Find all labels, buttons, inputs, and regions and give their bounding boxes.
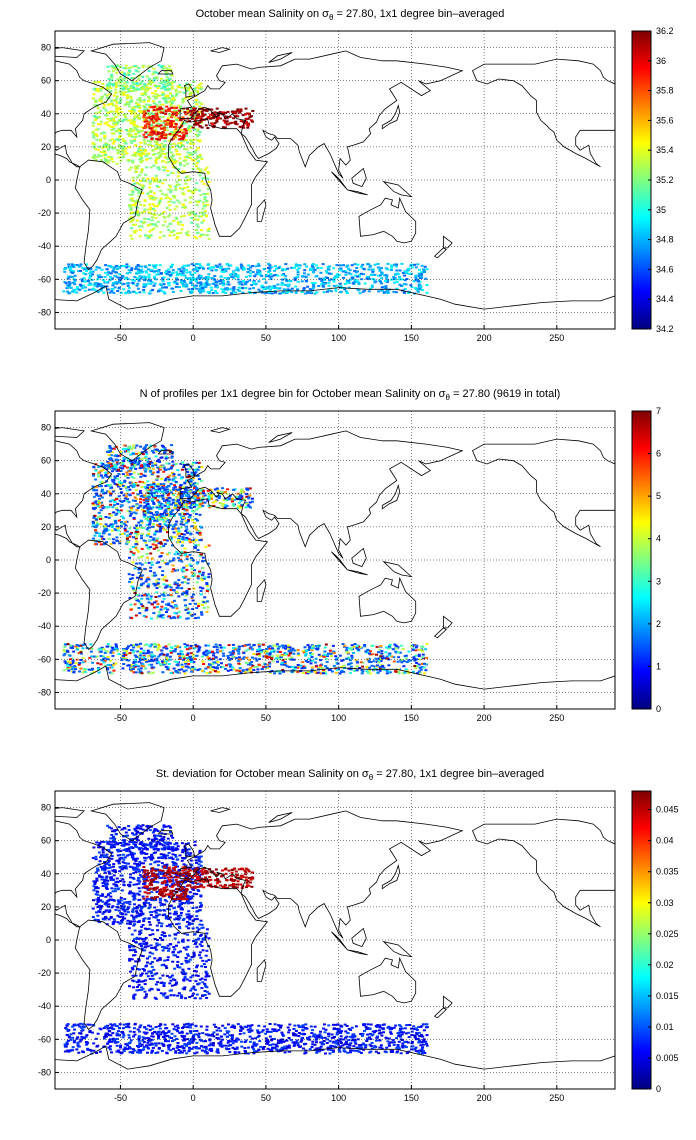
- bin-cells: [63, 824, 429, 1055]
- colorbar-tick-label: 0.02: [656, 960, 674, 970]
- colorbar-tick-label: 35.4: [656, 145, 674, 155]
- colorbar-tick-label: 35.8: [656, 86, 674, 96]
- lat-tick-label: 0: [46, 555, 51, 565]
- lat-tick-label: -80: [38, 687, 51, 697]
- lat-tick-label: 80: [41, 803, 51, 813]
- grid-lines: [55, 791, 615, 1089]
- colorbar-tick-label: 0.045: [656, 805, 679, 815]
- colorbar-tick-label: 6: [656, 449, 661, 459]
- lat-tick-label: 60: [41, 836, 51, 846]
- lon-tick-label: 50: [261, 713, 271, 723]
- colorbar-tick-label: 5: [656, 491, 661, 501]
- lat-tick-label: -40: [38, 241, 51, 251]
- lat-tick-label: 20: [41, 902, 51, 912]
- lon-tick-label: 100: [331, 1093, 346, 1103]
- lon-tick-label: 50: [261, 1093, 271, 1103]
- colorbar-tick-label: 35: [656, 205, 666, 215]
- bin-cells: [62, 64, 429, 295]
- lat-tick-label: 0: [46, 175, 51, 185]
- colorbar-tick-label: 34.2: [656, 324, 674, 334]
- lon-tick-label: 150: [404, 333, 419, 343]
- map-figure: St. deviation for October mean Salinity …: [38, 768, 679, 1103]
- lon-tick-label: 100: [331, 333, 346, 343]
- colorbar-tick-label: 36: [656, 56, 666, 66]
- colorbar-tick-label: 4: [656, 534, 661, 544]
- lat-tick-label: 20: [41, 142, 51, 152]
- lat-tick-label: 20: [41, 522, 51, 532]
- lat-tick-label: 0: [46, 935, 51, 945]
- colorbar-tick-label: 36.2: [656, 26, 674, 36]
- colorbar-tick-label: 34.8: [656, 235, 674, 245]
- lat-tick-label: 60: [41, 76, 51, 86]
- colorbar-tick-label: 0: [656, 704, 661, 714]
- lon-tick-label: 100: [331, 713, 346, 723]
- grid-lines: [55, 31, 615, 329]
- colorbar-tick-label: 3: [656, 576, 661, 586]
- lon-tick-label: 250: [549, 713, 564, 723]
- lat-tick-label: -20: [38, 208, 51, 218]
- panel-title: St. deviation for October mean Salinity …: [156, 768, 544, 782]
- bin-cells: [62, 444, 429, 675]
- colorbar-tick-label: 35.6: [656, 115, 674, 125]
- colorbar-tick-label: 0.03: [656, 898, 674, 908]
- lat-tick-label: 80: [41, 43, 51, 53]
- lon-tick-label: 250: [549, 333, 564, 343]
- colorbar-tick-label: 0: [656, 1084, 661, 1094]
- lat-tick-label: -80: [38, 1067, 51, 1077]
- lon-tick-label: 250: [549, 1093, 564, 1103]
- coastlines: [55, 802, 615, 1089]
- panel-title: N of profiles per 1x1 degree bin for Oct…: [140, 388, 561, 402]
- colorbar-tick-label: 34.4: [656, 294, 674, 304]
- lat-tick-label: -20: [38, 588, 51, 598]
- lon-tick-label: 150: [404, 713, 419, 723]
- profile-count-panel: N of profiles per 1x1 degree bin for Oct…: [0, 380, 696, 760]
- colorbar-tick-label: 0.01: [656, 1022, 674, 1032]
- coastlines: [55, 42, 615, 329]
- colorbar-tick-label: 35.2: [656, 175, 674, 185]
- lon-tick-label: 0: [191, 1093, 196, 1103]
- lon-tick-label: -50: [114, 713, 127, 723]
- lon-tick-label: 0: [191, 713, 196, 723]
- colorbar-tick-label: 7: [656, 406, 661, 416]
- salinity-panel: October mean Salinity on σθ = 27.80, 1x1…: [0, 0, 696, 380]
- lat-tick-label: 40: [41, 489, 51, 499]
- panel-title: October mean Salinity on σθ = 27.80, 1x1…: [196, 8, 505, 22]
- map-figure: N of profiles per 1x1 degree bin for Oct…: [38, 388, 661, 723]
- lat-tick-label: -60: [38, 274, 51, 284]
- lon-tick-label: -50: [114, 333, 127, 343]
- lat-tick-label: 40: [41, 109, 51, 119]
- lat-tick-label: 60: [41, 456, 51, 466]
- colorbar-tick-label: 2: [656, 619, 661, 629]
- lon-tick-label: 200: [477, 333, 492, 343]
- lat-tick-label: -80: [38, 307, 51, 317]
- lat-tick-label: -40: [38, 1001, 51, 1011]
- colorbar-tick-label: 0.005: [656, 1053, 679, 1063]
- lon-tick-label: 150: [404, 1093, 419, 1103]
- lat-tick-label: -20: [38, 968, 51, 978]
- lat-tick-label: -60: [38, 1034, 51, 1044]
- lon-tick-label: 50: [261, 333, 271, 343]
- colorbar-tick-label: 0.025: [656, 929, 679, 939]
- colorbar-tick-label: 1: [656, 661, 661, 671]
- lat-tick-label: -60: [38, 654, 51, 664]
- lat-tick-label: -40: [38, 621, 51, 631]
- colorbar-tick-label: 34.6: [656, 264, 674, 274]
- lon-tick-label: 0: [191, 333, 196, 343]
- colorbar-tick-label: 0.015: [656, 991, 679, 1001]
- lon-tick-label: 200: [477, 1093, 492, 1103]
- std-deviation-panel: St. deviation for October mean Salinity …: [0, 760, 696, 1140]
- colorbar-tick-label: 0.04: [656, 836, 674, 846]
- lat-tick-label: 40: [41, 869, 51, 879]
- coastlines: [55, 422, 615, 709]
- lon-tick-label: -50: [114, 1093, 127, 1103]
- grid-lines: [55, 411, 615, 709]
- lon-tick-label: 200: [477, 713, 492, 723]
- colorbar: [631, 410, 652, 710]
- colorbar: [631, 790, 652, 1090]
- map-figure: October mean Salinity on σθ = 27.80, 1x1…: [38, 8, 674, 343]
- lat-tick-label: 80: [41, 423, 51, 433]
- colorbar-tick-label: 0.035: [656, 867, 679, 877]
